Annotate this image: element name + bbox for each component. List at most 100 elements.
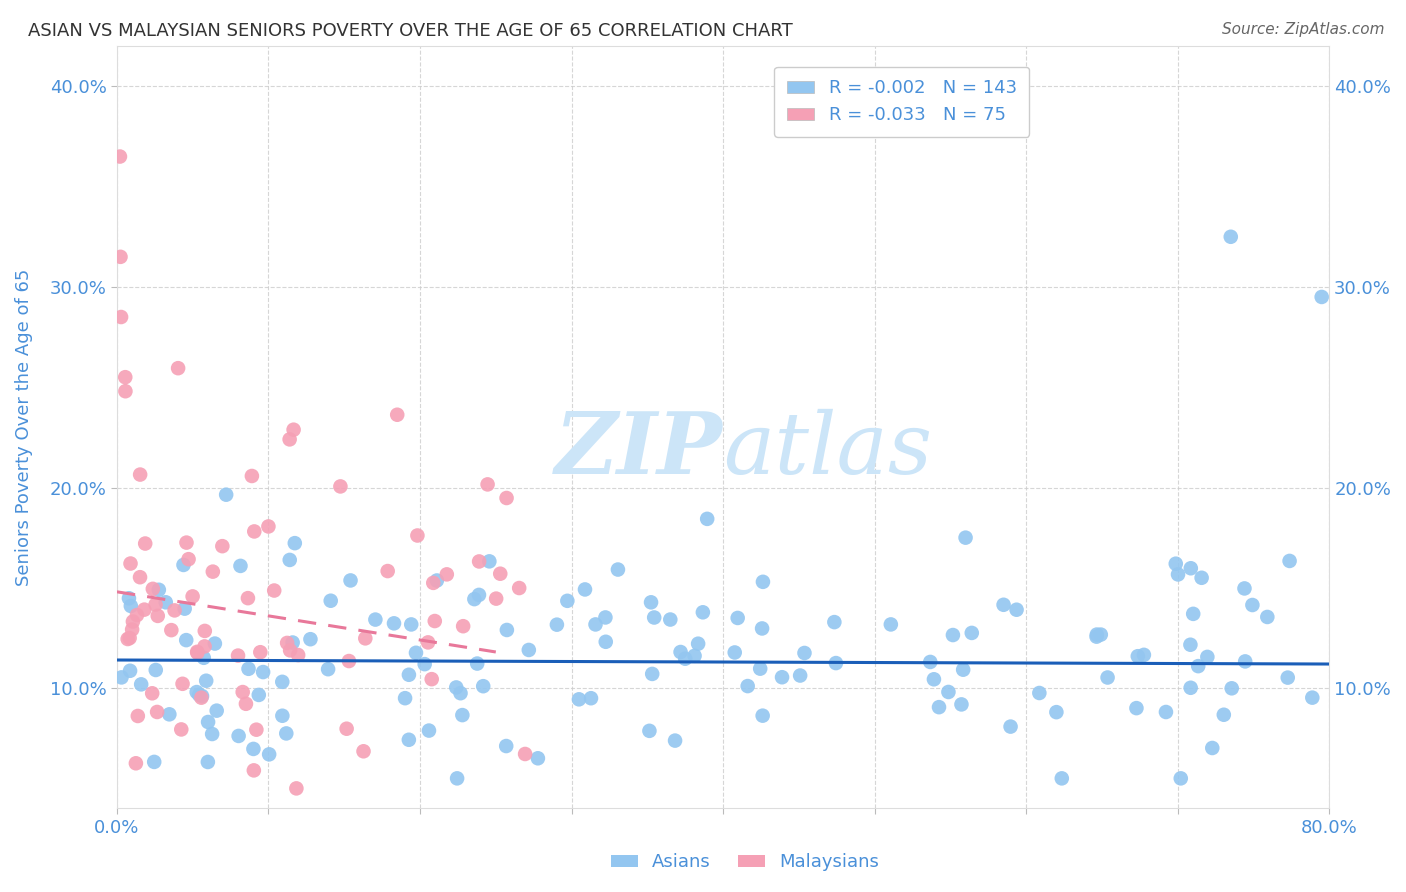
Point (242, 742, 264, 756)
Point (141, 686, 163, 700)
Point (271, 708, 294, 723)
Point (546, 617, 568, 632)
Point (118, 591, 141, 606)
Point (446, 772, 468, 786)
Point (737, 679, 759, 693)
Point (146, 608, 169, 623)
Point (495, 491, 517, 505)
Point (1050, 772, 1073, 786)
Point (406, 528, 429, 542)
Point (770, 670, 793, 684)
Text: ASIAN VS MALAYSIAN SENIORS POVERTY OVER THE AGE OF 65 CORRELATION CHART: ASIAN VS MALAYSIAN SENIORS POVERTY OVER … (28, 22, 793, 40)
Point (129, 570, 152, 584)
Point (751, 708, 773, 723)
Point (606, 563, 628, 577)
Point (299, 632, 322, 647)
Point (354, 632, 377, 646)
Point (229, 558, 252, 573)
Point (281, 635, 304, 649)
Point (1045, 705, 1067, 719)
Point (120, 557, 142, 571)
Point (418, 723, 440, 738)
Point (1180, 638, 1202, 652)
Point (489, 566, 512, 581)
Point (669, 645, 692, 659)
Point (595, 634, 617, 648)
Text: Source: ZipAtlas.com: Source: ZipAtlas.com (1222, 22, 1385, 37)
Text: ZIP: ZIP (555, 409, 723, 492)
Point (193, 650, 215, 665)
Point (752, 574, 775, 589)
Point (513, 747, 536, 761)
Point (1180, 681, 1202, 695)
Point (127, 709, 149, 723)
Point (557, 594, 579, 608)
Point (641, 667, 664, 681)
Point (236, 591, 259, 606)
Point (1278, 554, 1301, 568)
Point (938, 685, 960, 699)
Point (793, 646, 815, 660)
Point (928, 700, 950, 714)
Point (173, 558, 195, 572)
Point (472, 679, 495, 693)
Point (134, 602, 156, 616)
Point (186, 685, 208, 699)
Point (201, 727, 224, 741)
Point (339, 574, 361, 588)
Point (284, 536, 307, 550)
Point (579, 691, 602, 706)
Point (1234, 654, 1257, 668)
Point (394, 691, 416, 706)
Point (468, 588, 491, 602)
Point (495, 739, 517, 753)
Point (125, 608, 148, 623)
Point (382, 616, 405, 631)
Point (1154, 705, 1177, 719)
Point (148, 582, 170, 597)
Point (1197, 649, 1219, 664)
Point (825, 656, 848, 670)
Point (1301, 690, 1323, 705)
Point (1182, 607, 1205, 621)
Point (122, 615, 145, 629)
Point (659, 613, 682, 627)
Point (696, 512, 718, 526)
Point (110, 310, 132, 324)
Point (257, 747, 280, 762)
Text: atlas: atlas (723, 409, 932, 491)
Point (245, 723, 267, 737)
Point (1090, 627, 1112, 641)
Point (181, 590, 204, 604)
Point (960, 626, 983, 640)
Point (194, 624, 217, 638)
Point (1167, 567, 1189, 582)
Point (263, 583, 285, 598)
Point (1164, 557, 1187, 571)
Point (1277, 671, 1299, 685)
Point (252, 665, 274, 679)
Point (789, 668, 811, 682)
Point (283, 423, 305, 437)
Point (177, 552, 200, 566)
Legend: R = -0.002   N = 143, R = -0.033   N = 75: R = -0.002 N = 143, R = -0.033 N = 75 (775, 67, 1029, 137)
Point (215, 488, 238, 502)
Point (114, 384, 136, 399)
Point (194, 640, 217, 654)
Point (1256, 610, 1278, 624)
Point (145, 598, 167, 612)
Point (413, 657, 436, 672)
Point (1085, 627, 1108, 641)
Point (420, 672, 443, 686)
Point (278, 433, 301, 447)
Point (692, 605, 714, 619)
Point (1125, 701, 1147, 715)
Point (143, 755, 166, 769)
Point (174, 633, 197, 648)
Point (451, 708, 474, 723)
Point (426, 574, 449, 588)
Y-axis label: Seniors Poverty Over the Age of 65: Seniors Poverty Over the Age of 65 (15, 268, 32, 586)
Point (232, 685, 254, 699)
Point (955, 531, 977, 545)
Point (1005, 603, 1028, 617)
